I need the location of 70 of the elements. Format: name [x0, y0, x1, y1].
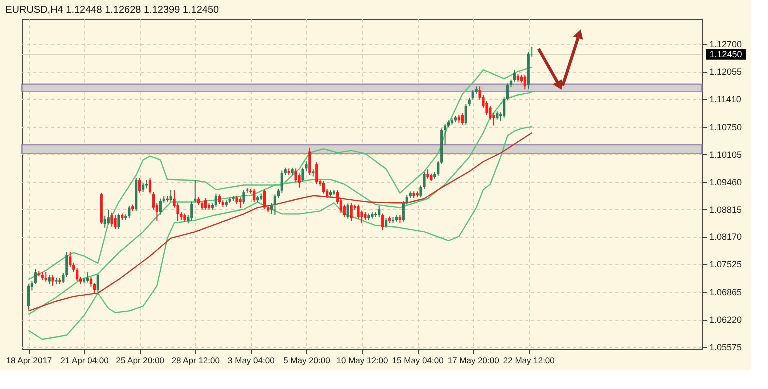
candlestick — [513, 70, 516, 82]
candlestick — [148, 178, 152, 194]
ref-line-label: 1.12450 — [710, 50, 742, 60]
candlestick — [524, 74, 526, 90]
x-tick-label: 3 May 04:00 — [228, 356, 276, 366]
y-tick-label: 1.12055 — [710, 67, 742, 78]
y-tick-label: 1.06865 — [710, 288, 742, 298]
y-tick-label: 1.11410 — [710, 94, 742, 104]
candlestick — [218, 194, 221, 204]
candlestick — [464, 104, 468, 126]
x-tick-label: 10 May 12:00 — [336, 356, 389, 366]
y-tick-label: 1.06220 — [710, 315, 742, 326]
y-tick-label: 1.09460 — [710, 177, 742, 188]
x-tick-label: 25 Apr 20:00 — [116, 356, 165, 366]
candlestick — [346, 203, 350, 220]
candlestick — [48, 274, 51, 285]
candlestick — [96, 274, 100, 293]
candlestick — [357, 204, 360, 220]
candlestick — [114, 214, 117, 230]
y-tick-label: 1.07525 — [710, 260, 742, 270]
x-tick-label: 15 May 04:00 — [392, 356, 444, 366]
candlestick — [360, 210, 364, 224]
candlestick — [343, 204, 346, 218]
line-series — [28, 126, 533, 340]
candlestick — [27, 284, 30, 310]
candlestick — [190, 201, 194, 222]
candlestick — [128, 206, 131, 219]
candlestick — [382, 213, 384, 231]
candlestick — [159, 198, 162, 216]
candlestick — [93, 283, 96, 294]
x-tick-label: 22 May 12:00 — [503, 356, 556, 366]
candlestick — [461, 112, 464, 126]
candlestick — [110, 212, 114, 228]
candlestick — [138, 178, 142, 194]
x-tick-label: 18 Apr 2017 — [6, 356, 52, 366]
candlestick — [280, 170, 284, 194]
candlestick — [253, 188, 256, 203]
candlestick — [194, 180, 197, 204]
candlestick — [385, 218, 388, 228]
y-tick-label: 1.10105 — [710, 150, 742, 160]
candlestick — [239, 197, 242, 209]
candlestick — [378, 206, 381, 218]
candlestick — [107, 209, 110, 226]
candlestick — [52, 274, 54, 287]
candlestick — [426, 169, 430, 180]
candlestick — [264, 189, 266, 210]
candlestick — [34, 268, 37, 285]
candlestick — [214, 193, 218, 208]
y-tick-label: 1.08815 — [710, 204, 742, 215]
x-tick-label: 21 Apr 04:00 — [60, 356, 110, 366]
candlestick — [242, 190, 246, 204]
candlestick — [204, 198, 208, 210]
candlestick — [86, 272, 90, 284]
y-tick-label: 1.10750 — [710, 122, 742, 133]
x-tick-label: 28 Apr 12:00 — [172, 356, 220, 366]
candlestick — [118, 213, 120, 230]
candlestick — [350, 203, 353, 222]
y-tick-label: 1.08170 — [710, 232, 742, 242]
chart-title: EURUSD,H4 1.12448 1.12628 1.12399 1.12450 — [6, 5, 220, 16]
candlestick — [69, 252, 72, 268]
x-tick-label: 17 May 20:00 — [448, 356, 500, 366]
y-tick-label: 1.05575 — [710, 342, 742, 353]
y-tick-label: 1.12700 — [710, 40, 742, 50]
candlestick — [308, 147, 312, 176]
candlestick — [322, 180, 326, 194]
candlestick — [316, 162, 318, 184]
x-tick-label: 5 May 20:00 — [284, 356, 331, 366]
candlestick — [472, 90, 474, 100]
candlestick — [489, 106, 492, 120]
line-series — [28, 132, 533, 312]
